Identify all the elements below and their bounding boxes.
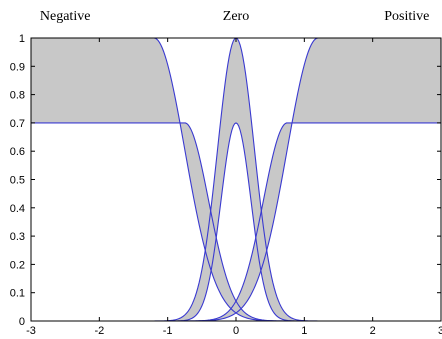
label-positive: Positive [384, 9, 429, 24]
y-tick-label: 0.4 [10, 203, 25, 215]
uncertainty-bands [31, 38, 441, 321]
x-tick-label: -2 [94, 325, 104, 337]
axes: 0 0.1 0.2 0.3 0.4 0.5 0.6 0.7 0.8 0.9 1 -3 -2 -1 0 1 2 3 [10, 33, 442, 337]
y-tick-label: 0 [19, 316, 25, 328]
band-negative [31, 38, 441, 321]
y-tick-label: 0.5 [10, 175, 25, 187]
x-tick-label: -1 [163, 325, 173, 337]
label-zero: Zero [223, 9, 249, 24]
band-positive [31, 38, 441, 321]
x-tick-label: 0 [233, 325, 239, 337]
y-tick-label: 0.7 [10, 118, 25, 130]
lower-curve-negative [31, 122, 441, 322]
y-tick-label: 0.1 [10, 288, 25, 300]
y-tick-label: 0.3 [10, 231, 25, 243]
x-tick-label: 3 [438, 325, 442, 337]
x-tick-label: 2 [370, 325, 376, 337]
x-tick-label: -3 [26, 325, 36, 337]
band-zero [31, 38, 441, 321]
set-labels: Negative Zero Positive [40, 9, 429, 24]
y-tick-label: 0.8 [10, 90, 25, 102]
lower-curve-positive [31, 122, 441, 322]
lower-curve-zero [31, 122, 441, 322]
y-tick-label: 1 [19, 33, 25, 45]
y-tick-label: 0.6 [10, 146, 25, 158]
y-tick-label: 0.9 [10, 61, 25, 73]
y-tick-label: 0.2 [10, 259, 25, 271]
label-negative: Negative [40, 9, 91, 24]
x-tick-label: 1 [301, 325, 307, 337]
